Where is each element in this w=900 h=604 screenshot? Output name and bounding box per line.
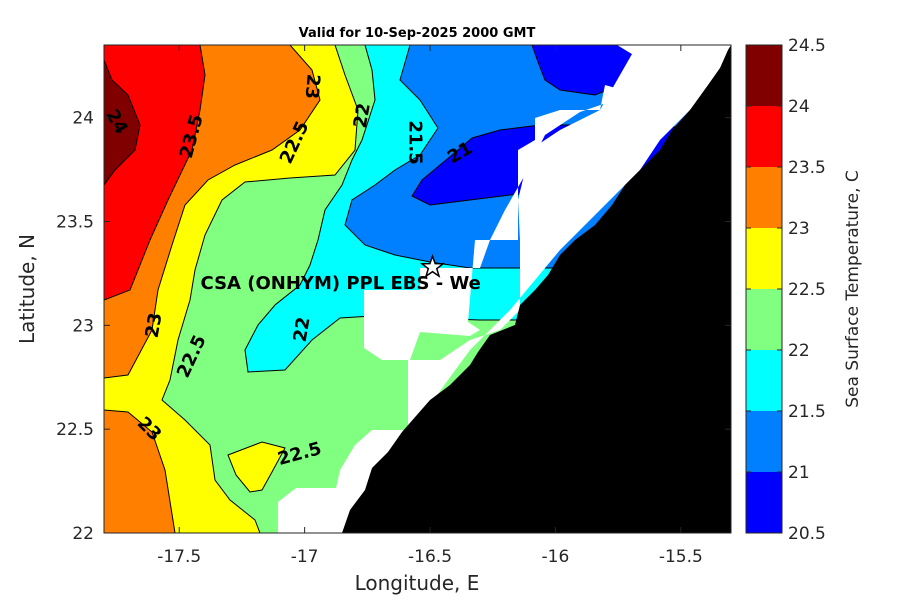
- colorbar-tick-label: 23: [788, 219, 810, 239]
- contour-label: 21.5: [404, 120, 425, 164]
- contour-label: 22: [350, 101, 375, 129]
- contour-label: 22: [290, 315, 315, 343]
- colorbar-tick-label: 22: [788, 341, 810, 361]
- colorbar-tick-label: 20.5: [788, 524, 826, 544]
- colorbar-tick-label: 24: [788, 97, 810, 117]
- sst-band-24-24.5: [104, 59, 141, 186]
- colorbar-tick-label: 24.5: [788, 36, 826, 56]
- colorbar-swatch: [746, 45, 782, 106]
- chart-title: Valid for 10-Sep-2025 2000 GMT: [299, 26, 536, 41]
- y-tick-label: 22.5: [56, 420, 94, 440]
- colorbar-tick-label: 23.5: [788, 158, 826, 178]
- colorbar-swatch: [746, 228, 782, 289]
- contour-label: 23: [301, 73, 324, 100]
- x-tick-label: -15.5: [659, 547, 703, 567]
- colorbar-tick-label: 21: [788, 463, 810, 483]
- x-tick-label: -16: [542, 547, 570, 567]
- colorbar-swatch: [746, 472, 782, 533]
- x-tick-label: -17.5: [157, 547, 201, 567]
- station-star-icon: [419, 253, 446, 278]
- y-axis-label: Latitude, N: [15, 234, 39, 344]
- y-tick-label: 22: [72, 524, 94, 544]
- colorbar-swatch: [746, 289, 782, 350]
- colorbar-tick-label: 22.5: [788, 280, 826, 300]
- colorbar-tick-label: 21.5: [788, 402, 826, 422]
- colorbar-swatch: [746, 411, 782, 472]
- station-layer: [419, 253, 446, 278]
- y-tick-label: 24: [72, 109, 94, 129]
- contour-label: 23: [142, 311, 167, 339]
- land-mass: [342, 45, 731, 533]
- station-label: CSA (ONHYM) PPL EBS - We: [201, 273, 481, 294]
- y-tick-label: 23: [72, 316, 94, 336]
- colorbar-swatch: [746, 167, 782, 228]
- coastal-islet: [560, 125, 640, 190]
- x-axis: -17.5 -17 -16.5 -16 -15.5: [157, 45, 703, 567]
- y-axis: 22 22.5 23 23.5 24: [56, 109, 731, 544]
- sst-band-22-22.5-inset: [227, 441, 286, 493]
- nodata-coast: [278, 45, 731, 533]
- y-tick-label: 23.5: [56, 213, 94, 233]
- x-tick-label: -16.5: [408, 547, 452, 567]
- x-tick-label: -17: [291, 547, 319, 567]
- x-axis-label: Longitude, E: [355, 571, 480, 595]
- colorbar-label: Sea Surface Temperature, C: [843, 170, 863, 408]
- plot-frame: [103, 44, 732, 534]
- colorbar: 20.5 21 21.5 22 22.5 23 23.5 24 24.5: [745, 36, 826, 544]
- colorbar-swatch: [746, 106, 782, 167]
- nodata-mask: [364, 45, 731, 360]
- colorbar-swatch: [746, 350, 782, 411]
